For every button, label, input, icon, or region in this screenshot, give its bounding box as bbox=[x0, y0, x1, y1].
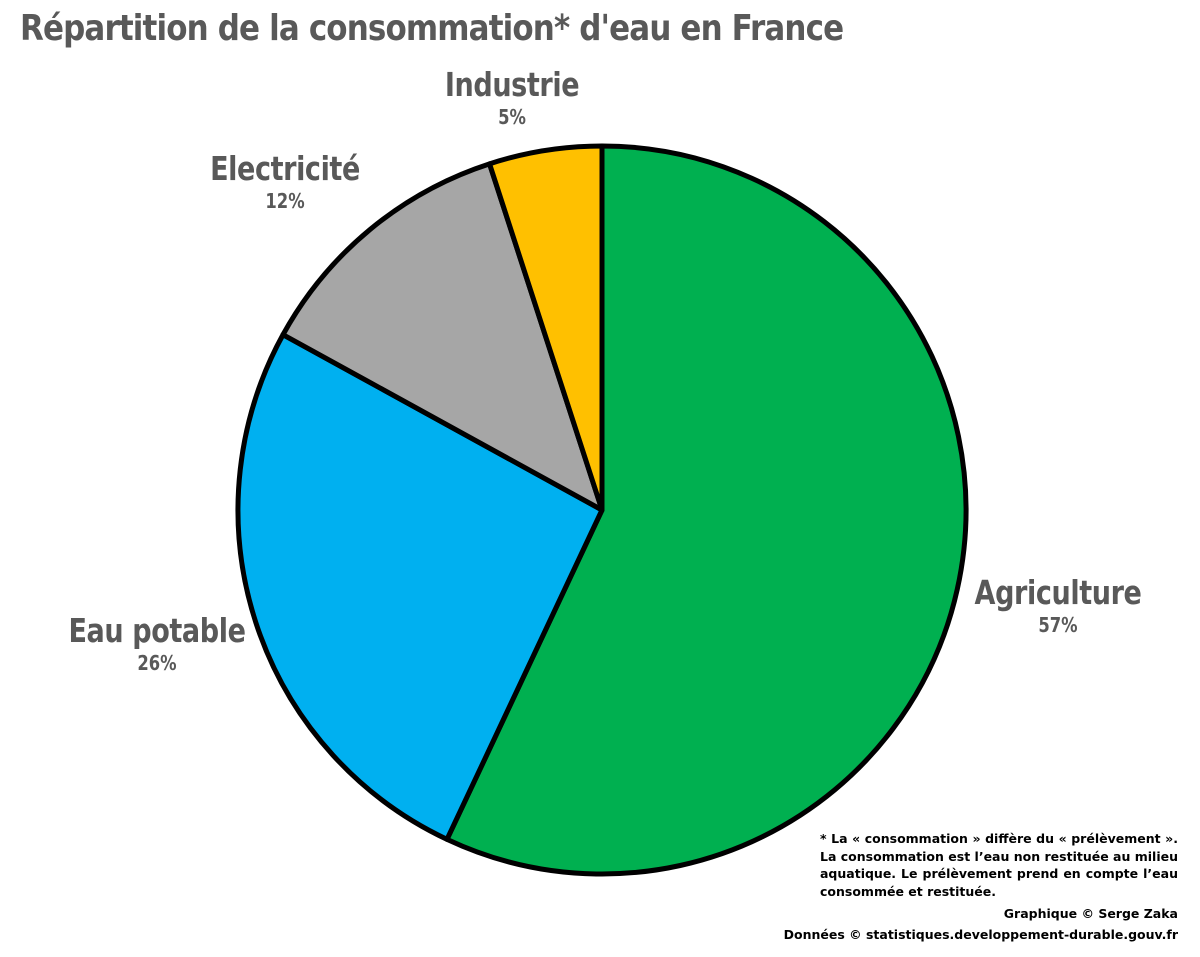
slice-label-agriculture: Agriculture 57% bbox=[975, 574, 1142, 638]
slice-label-industrie: Industrie 5% bbox=[444, 65, 580, 130]
slice-value-eau-potable: 26% bbox=[137, 651, 177, 675]
slice-label-eau-potable: Eau potable 26% bbox=[68, 612, 245, 676]
slice-value-industrie: 5% bbox=[498, 105, 526, 129]
slice-label-electricite: Electricité 12% bbox=[210, 150, 360, 214]
footnote: * La « consommation » diffère du « prélè… bbox=[820, 831, 1178, 899]
pie-slice-industrie bbox=[487, 143, 605, 513]
slice-name-electricite: Electricité bbox=[210, 149, 360, 188]
graphic-credit: Graphique © Serge Zaka bbox=[1003, 906, 1178, 921]
chart-title: Répartition de la consommation* d'eau en… bbox=[20, 8, 844, 49]
slice-name-industrie: Industrie bbox=[444, 65, 580, 104]
slice-value-agriculture: 57% bbox=[1038, 613, 1078, 637]
pie-slice-agriculture bbox=[444, 143, 969, 877]
slice-value-electricite: 12% bbox=[265, 189, 305, 213]
slice-name-eau-potable: Eau potable bbox=[68, 611, 246, 650]
slice-name-agriculture: Agriculture bbox=[974, 573, 1142, 612]
pie-slice-electricite bbox=[280, 161, 605, 513]
data-source-credit: Données © statistiques.developpement-dur… bbox=[783, 927, 1178, 942]
